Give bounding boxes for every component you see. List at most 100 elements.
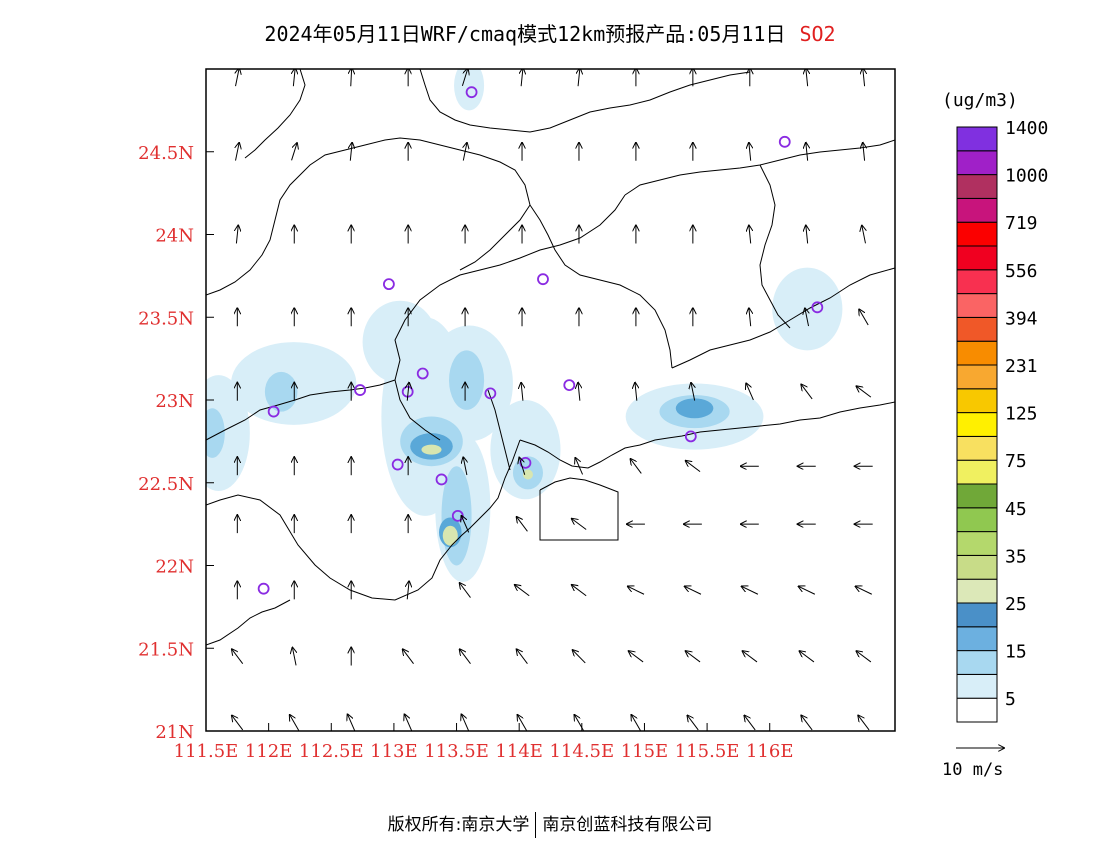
wind-arrow: [572, 519, 587, 530]
wind-arrow: [236, 143, 240, 161]
lat-tick-label: 21.5N: [138, 639, 194, 660]
wind-arrow: [232, 649, 244, 665]
lon-tick-label: 115.5E: [675, 741, 740, 762]
colorbar-swatch: [956, 673, 998, 699]
concentration-area: [206, 408, 225, 458]
colorbar-swatch: [956, 412, 998, 437]
colorbar-swatch: [956, 578, 998, 604]
lat-tick-label: 24N: [155, 226, 194, 247]
wind-arrow: [515, 585, 530, 597]
station-marker: [778, 135, 791, 148]
coastline-boundaries: [206, 69, 895, 646]
lat-tick-label: 22.5N: [138, 474, 194, 495]
wind-arrow: [631, 715, 641, 731]
wind-arrow: [856, 386, 872, 398]
colorbar-label: 75: [1005, 451, 1027, 472]
concentration-area: [454, 69, 485, 111]
lon-tick-label: 112E: [245, 741, 293, 762]
colorbar-swatch: [956, 221, 998, 247]
wind-arrow: [521, 383, 523, 401]
colorbar-label: 1000: [1005, 166, 1048, 187]
wind-arrow: [746, 383, 754, 401]
wind-arrow: [686, 651, 701, 663]
wind-arrow: [517, 649, 528, 665]
colorbar-label: 394: [1005, 308, 1038, 329]
colorbar-swatch: [956, 364, 998, 390]
copyright-footer: 版权所有:南京大学 南京创蓝科技有限公司: [0, 810, 1100, 838]
colorbar-swatch: [956, 650, 998, 675]
colorbar-label: 45: [1005, 499, 1027, 520]
colorbar-swatch: [956, 197, 998, 223]
wind-vectors: [232, 69, 873, 731]
lon-tick-label: 114E: [495, 741, 543, 762]
wind-arrow: [403, 649, 414, 665]
colorbar-label: 231: [1005, 356, 1038, 377]
colorbar-swatch: [956, 697, 998, 723]
wind-arrow: [744, 716, 756, 731]
wind-arrow: [859, 309, 869, 326]
station-marker: [416, 367, 429, 380]
lat-tick-label: 21N: [155, 722, 194, 743]
colorbar-swatch: [956, 245, 998, 271]
wind-arrow: [628, 586, 645, 595]
wind-arrow: [407, 581, 409, 600]
wind-arrow: [461, 516, 470, 533]
wind-arrow: [806, 226, 808, 244]
copyright-right: 南京创蓝科技有限公司: [542, 815, 713, 835]
wind-arrow: [521, 69, 523, 87]
wind-arrow: [350, 143, 352, 161]
wind-arrow: [460, 583, 471, 598]
colorbar-swatch: [956, 150, 998, 176]
colorbar-label: 719: [1005, 213, 1038, 234]
station-marker: [484, 387, 497, 400]
wind-arrow: [800, 651, 815, 663]
colorbar-swatch: [956, 483, 998, 509]
colorbar-swatch: [956, 388, 998, 414]
wind-arrow: [801, 385, 813, 400]
wind-arrow: [685, 586, 702, 595]
concentration-area: [675, 398, 714, 419]
lon-tick-label: 115E: [621, 741, 669, 762]
wind-arrow: [687, 716, 699, 731]
colorbar-label: 15: [1005, 642, 1027, 663]
wind-arrow: [863, 143, 865, 161]
wind-arrow: [862, 226, 866, 244]
latitude-axis: 24.5N 24N 23.5N 23N 22.5N 22N 21.5N 21N: [138, 143, 214, 743]
colorbar-label: 125: [1005, 404, 1038, 425]
wind-arrow: [686, 461, 701, 473]
colorbar-swatch: [956, 602, 998, 628]
station-marker: [811, 301, 824, 314]
wind-arrow: [461, 714, 470, 731]
unit-label: (ug/m3): [942, 90, 1018, 111]
concentration-area: [421, 444, 442, 455]
concentration-area: [442, 525, 458, 546]
wind-arrow: [749, 226, 751, 244]
title-text: 2024年05月11日WRF/cmaq模式12km预报产品:05月11日: [264, 22, 786, 46]
concentration-area: [264, 371, 298, 412]
colorbar-swatch: [956, 269, 998, 295]
wind-arrow: [236, 69, 240, 87]
wind-arrow: [460, 649, 471, 665]
wind-arrow: [348, 714, 356, 731]
colorbar: 5 15 25 35 45 75 125 231 394 556 719 1000 1400: [956, 118, 1048, 723]
wind-arrow: [351, 69, 352, 87]
copyright-left: 版权所有:南京大学: [387, 815, 530, 835]
colorbar-swatch: [956, 126, 998, 152]
concentration-area: [362, 300, 438, 384]
wind-arrow: [573, 650, 586, 664]
colorbar-label: 5: [1005, 689, 1016, 710]
lat-tick-label: 24.5N: [138, 143, 194, 164]
concentration-area: [490, 400, 561, 500]
wind-arrow: [463, 143, 467, 161]
lon-tick-label: 112.5E: [299, 741, 364, 762]
lat-tick-label: 23N: [155, 391, 194, 412]
colorbar-label: 556: [1005, 261, 1038, 282]
wind-arrow: [463, 457, 467, 476]
station-marker: [391, 458, 404, 471]
wind-arrow: [517, 517, 528, 532]
wind-arrow: [292, 648, 296, 666]
wind-arrow: [578, 69, 580, 87]
wind-arrow: [461, 69, 467, 87]
colorbar-swatch: [956, 293, 998, 318]
station-marker: [684, 430, 697, 443]
